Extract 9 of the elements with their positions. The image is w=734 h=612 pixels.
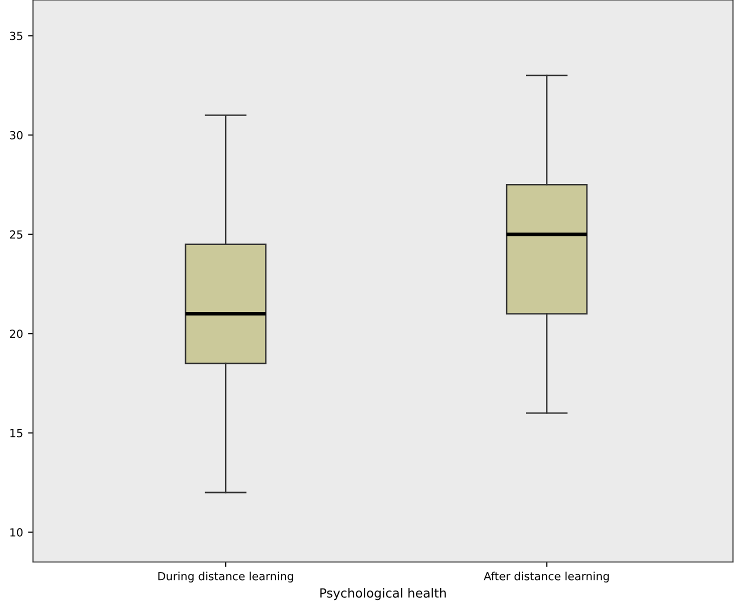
x-tick-label: During distance learning	[158, 572, 294, 582]
y-tick-label: 20	[10, 330, 23, 338]
y-tick-label: 30	[10, 131, 23, 140]
y-tick-label: 35	[10, 32, 22, 40]
x-tick-label: After distance learning	[484, 572, 609, 582]
y-tick-label: 25	[10, 230, 22, 239]
y-tick-label: 10	[10, 528, 23, 537]
y-tick-label: 15	[10, 429, 22, 438]
x-axis-title: Psychological health	[320, 588, 446, 600]
